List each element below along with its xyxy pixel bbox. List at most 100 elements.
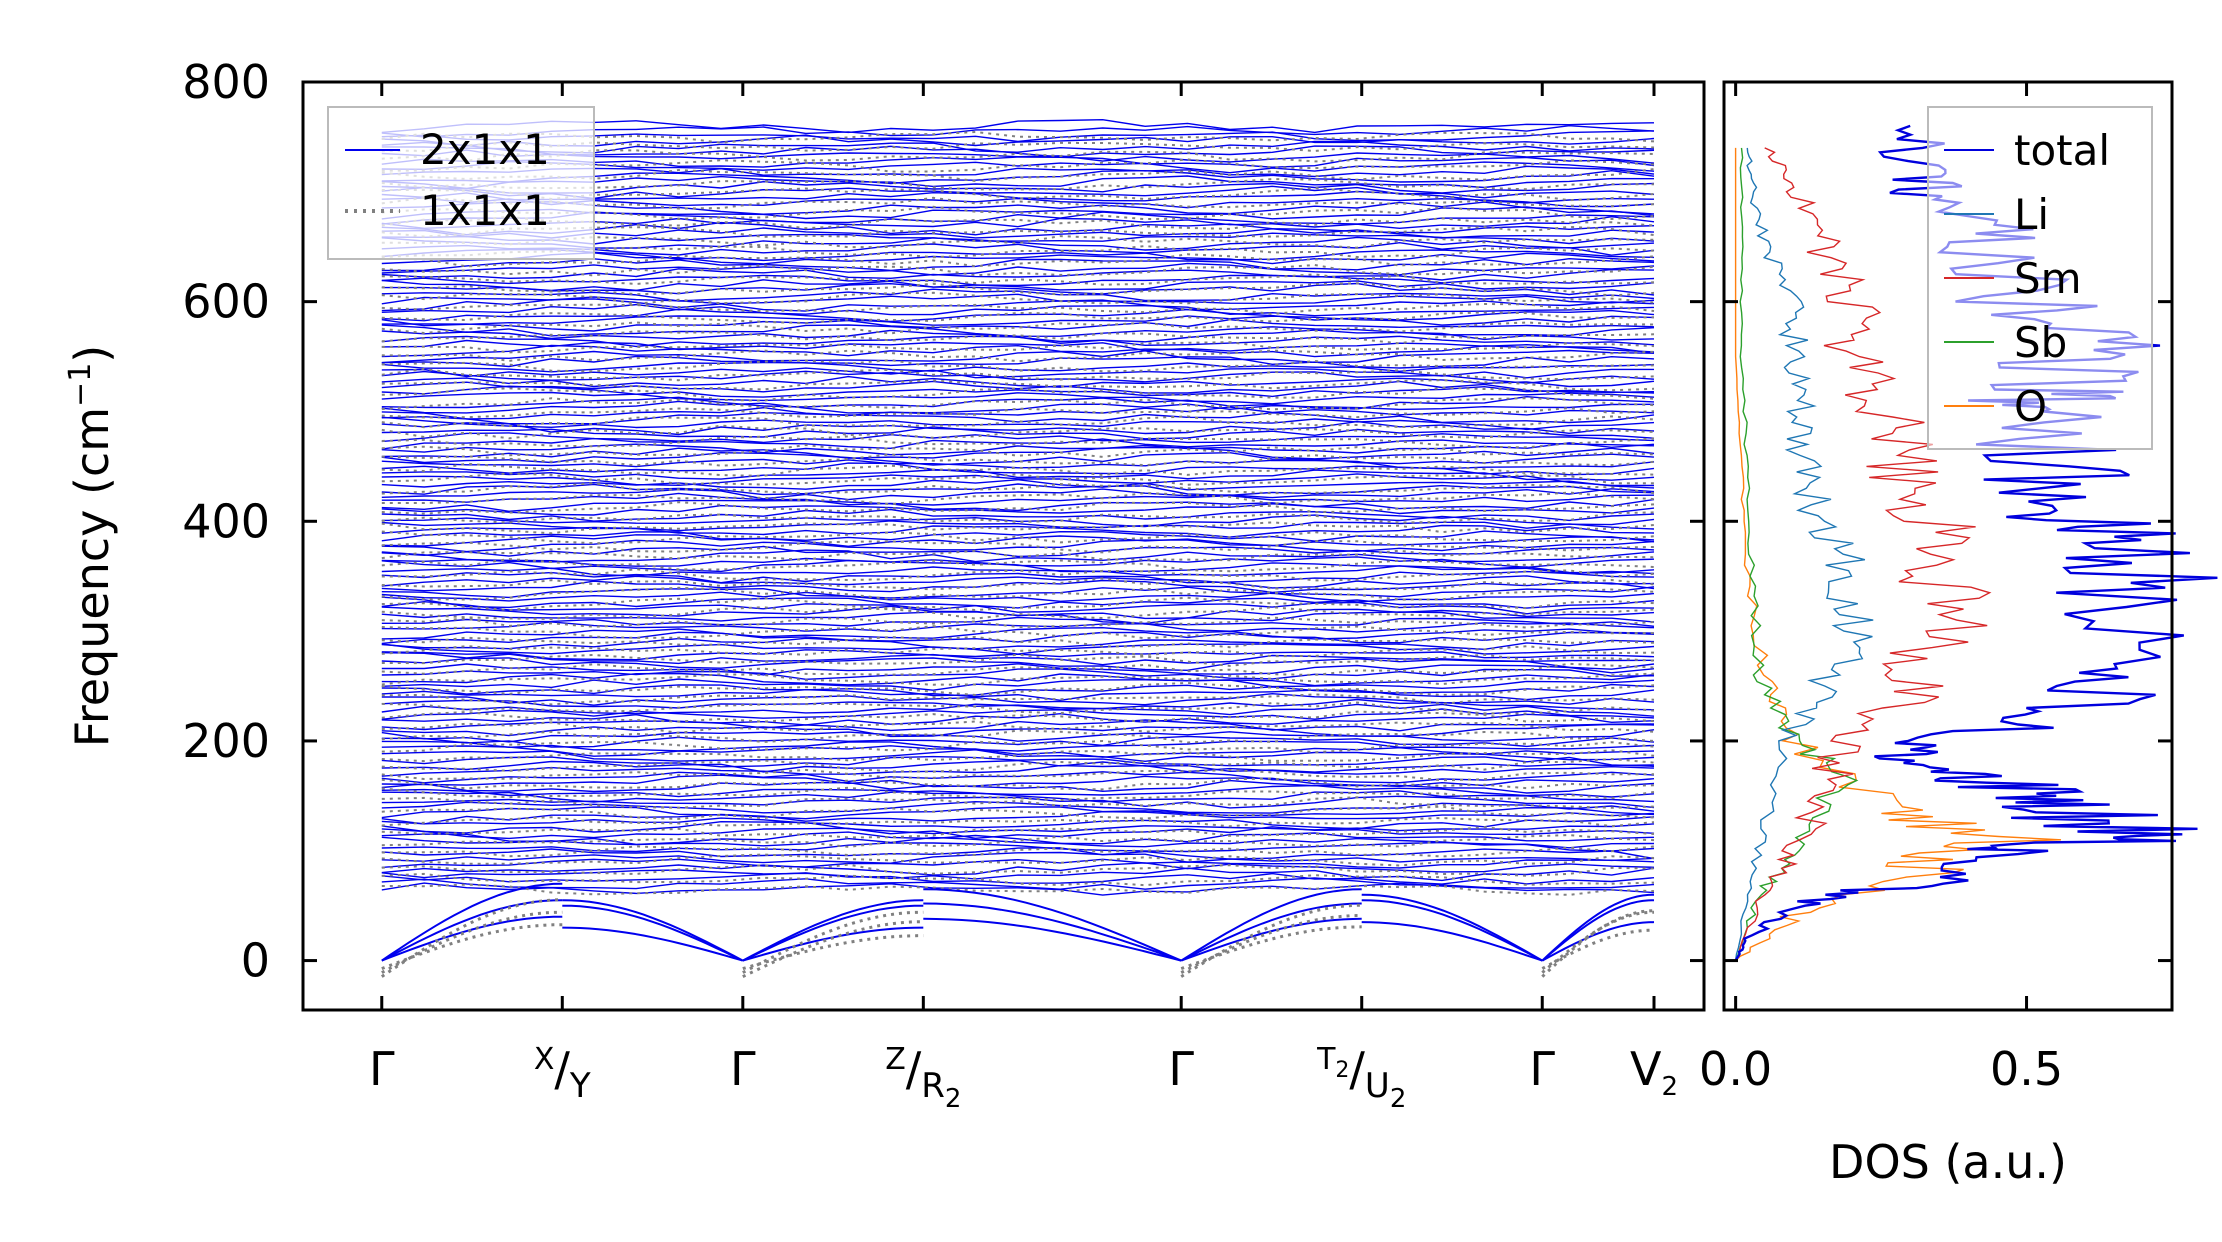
band-line-2x1x1 bbox=[381, 380, 1655, 394]
kpoint-label: Γ bbox=[1168, 1042, 1194, 1096]
band-line-1x1x1 bbox=[381, 302, 1655, 316]
band-line-2x1x1 bbox=[381, 503, 1655, 516]
band-line-2x1x1 bbox=[381, 631, 1655, 645]
band-line-2x1x1 bbox=[381, 395, 1655, 410]
band-line-2x1x1 bbox=[381, 663, 1655, 676]
kpoint-label: V2 bbox=[1630, 1042, 1678, 1102]
acoustic-branch bbox=[742, 899, 924, 962]
band-line-2x1x1 bbox=[381, 851, 1655, 864]
y-tick-label: 200 bbox=[182, 714, 270, 768]
band-line-2x1x1 bbox=[381, 556, 1655, 569]
band-line-2x1x1 bbox=[381, 688, 1655, 702]
kpoint-label: Γ bbox=[730, 1042, 756, 1096]
band-line-2x1x1 bbox=[381, 605, 1655, 620]
acoustic-branch-ref bbox=[1541, 910, 1655, 974]
dos-y-ticks bbox=[1724, 80, 2172, 963]
dos-x-tick-label: 0.0 bbox=[1699, 1042, 1772, 1096]
dos-legend-label-sm: Sm bbox=[2014, 254, 2082, 303]
band-line-2x1x1 bbox=[381, 771, 1655, 784]
acoustic-branch-ref bbox=[1541, 928, 1655, 970]
band-line-2x1x1 bbox=[381, 483, 1655, 497]
band-line-2x1x1 bbox=[381, 621, 1655, 633]
band-line-2x1x1 bbox=[381, 508, 1655, 522]
band-line-2x1x1 bbox=[381, 420, 1655, 436]
band-line-2x1x1 bbox=[381, 530, 1655, 542]
dos-x-ticks: 0.0 0.5 bbox=[1699, 82, 2063, 1096]
acoustic-branch bbox=[742, 926, 924, 962]
band-line-2x1x1 bbox=[381, 672, 1655, 687]
band-line-2x1x1 bbox=[381, 877, 1655, 890]
band-line-2x1x1 bbox=[381, 303, 1655, 317]
acoustic-branch bbox=[1541, 899, 1655, 962]
band-line-2x1x1 bbox=[381, 298, 1655, 312]
dos-legend-label-sb: Sb bbox=[2014, 318, 2067, 367]
band-line-2x1x1 bbox=[381, 262, 1655, 276]
band-line-2x1x1 bbox=[381, 288, 1655, 302]
band-line-2x1x1 bbox=[381, 361, 1655, 373]
band-line-2x1x1 bbox=[381, 524, 1655, 538]
acoustic-branch bbox=[562, 899, 744, 962]
kpoint-label: Γ bbox=[1529, 1042, 1555, 1096]
kpoint-label: X/Y bbox=[534, 1042, 591, 1106]
dos-axes-frame bbox=[1722, 80, 2174, 1012]
acoustic-branch-ref bbox=[1180, 914, 1362, 974]
acoustic-branch-ref bbox=[742, 910, 924, 974]
acoustic-branch bbox=[923, 917, 1182, 962]
band-line-2x1x1 bbox=[381, 795, 1655, 809]
acoustic-branch bbox=[1361, 893, 1543, 962]
band-line-2x1x1 bbox=[381, 565, 1655, 577]
band-line-2x1x1 bbox=[381, 344, 1655, 358]
band-line-2x1x1 bbox=[381, 712, 1655, 726]
acoustic-branch bbox=[923, 902, 1182, 962]
band-line-2x1x1 bbox=[381, 308, 1655, 323]
band-line-2x1x1 bbox=[381, 355, 1655, 369]
dos-curve-sb bbox=[1734, 147, 1859, 961]
band-line-2x1x1 bbox=[381, 411, 1655, 425]
band-line-2x1x1 bbox=[381, 488, 1655, 501]
acoustic-branch bbox=[923, 888, 1182, 962]
band-line-2x1x1 bbox=[381, 643, 1655, 655]
band-line-2x1x1 bbox=[381, 545, 1655, 558]
band-line-2x1x1 bbox=[381, 755, 1655, 768]
band-line-2x1x1 bbox=[381, 735, 1655, 748]
band-line-2x1x1 bbox=[381, 836, 1655, 849]
band-line-1x1x1 bbox=[381, 443, 1655, 458]
band-line-2x1x1 bbox=[381, 324, 1655, 338]
band-line-2x1x1 bbox=[381, 800, 1655, 814]
band-line-1x1x1 bbox=[381, 424, 1655, 440]
band-line-2x1x1 bbox=[381, 683, 1655, 697]
band-line-1x1x1 bbox=[381, 710, 1655, 723]
band-line-2x1x1 bbox=[381, 279, 1655, 292]
band-legend: 2x1x1 1x1x1 bbox=[327, 106, 595, 260]
band-line-2x1x1 bbox=[381, 339, 1655, 353]
band-structure-panel: 0 200 400 600 800 Γ X/Y Γ Z/R2 Γ T2/U2 Γ V2 Frequen… bbox=[63, 55, 1706, 1114]
band-line-2x1x1 bbox=[381, 596, 1655, 609]
band-line-2x1x1 bbox=[381, 745, 1655, 758]
band-line-2x1x1 bbox=[381, 723, 1655, 738]
y-tick-label: 0 bbox=[241, 934, 270, 988]
band-line-2x1x1 bbox=[381, 293, 1655, 305]
band-line-2x1x1 bbox=[381, 872, 1655, 885]
acoustic-branch bbox=[742, 904, 924, 962]
band-line-2x1x1 bbox=[381, 626, 1655, 640]
band-line-2x1x1 bbox=[381, 458, 1655, 470]
band-line-2x1x1 bbox=[381, 492, 1655, 506]
band-line-2x1x1 bbox=[381, 847, 1655, 860]
band-line-2x1x1 bbox=[381, 534, 1655, 548]
band-line-2x1x1 bbox=[381, 591, 1655, 603]
band-line-2x1x1 bbox=[381, 367, 1654, 379]
acoustic-branch bbox=[381, 915, 563, 962]
band-line-2x1x1 bbox=[381, 478, 1655, 491]
dos-panel: 0.0 0.5 DOS (a.u.) total Li Sm Sb O bbox=[1699, 80, 2218, 1189]
acoustic-branch bbox=[1180, 902, 1362, 962]
band-line-2x1x1 bbox=[381, 375, 1655, 388]
y-tick-label: 400 bbox=[182, 494, 270, 548]
band-line-2x1x1 bbox=[381, 779, 1655, 794]
band-line-2x1x1 bbox=[381, 858, 1655, 869]
band-line-2x1x1 bbox=[381, 442, 1655, 456]
band-line-2x1x1 bbox=[381, 520, 1655, 532]
band-line-2x1x1 bbox=[381, 318, 1655, 332]
acoustic-branch-ref bbox=[1180, 903, 1362, 978]
acoustic-branch-ref bbox=[380, 898, 563, 978]
